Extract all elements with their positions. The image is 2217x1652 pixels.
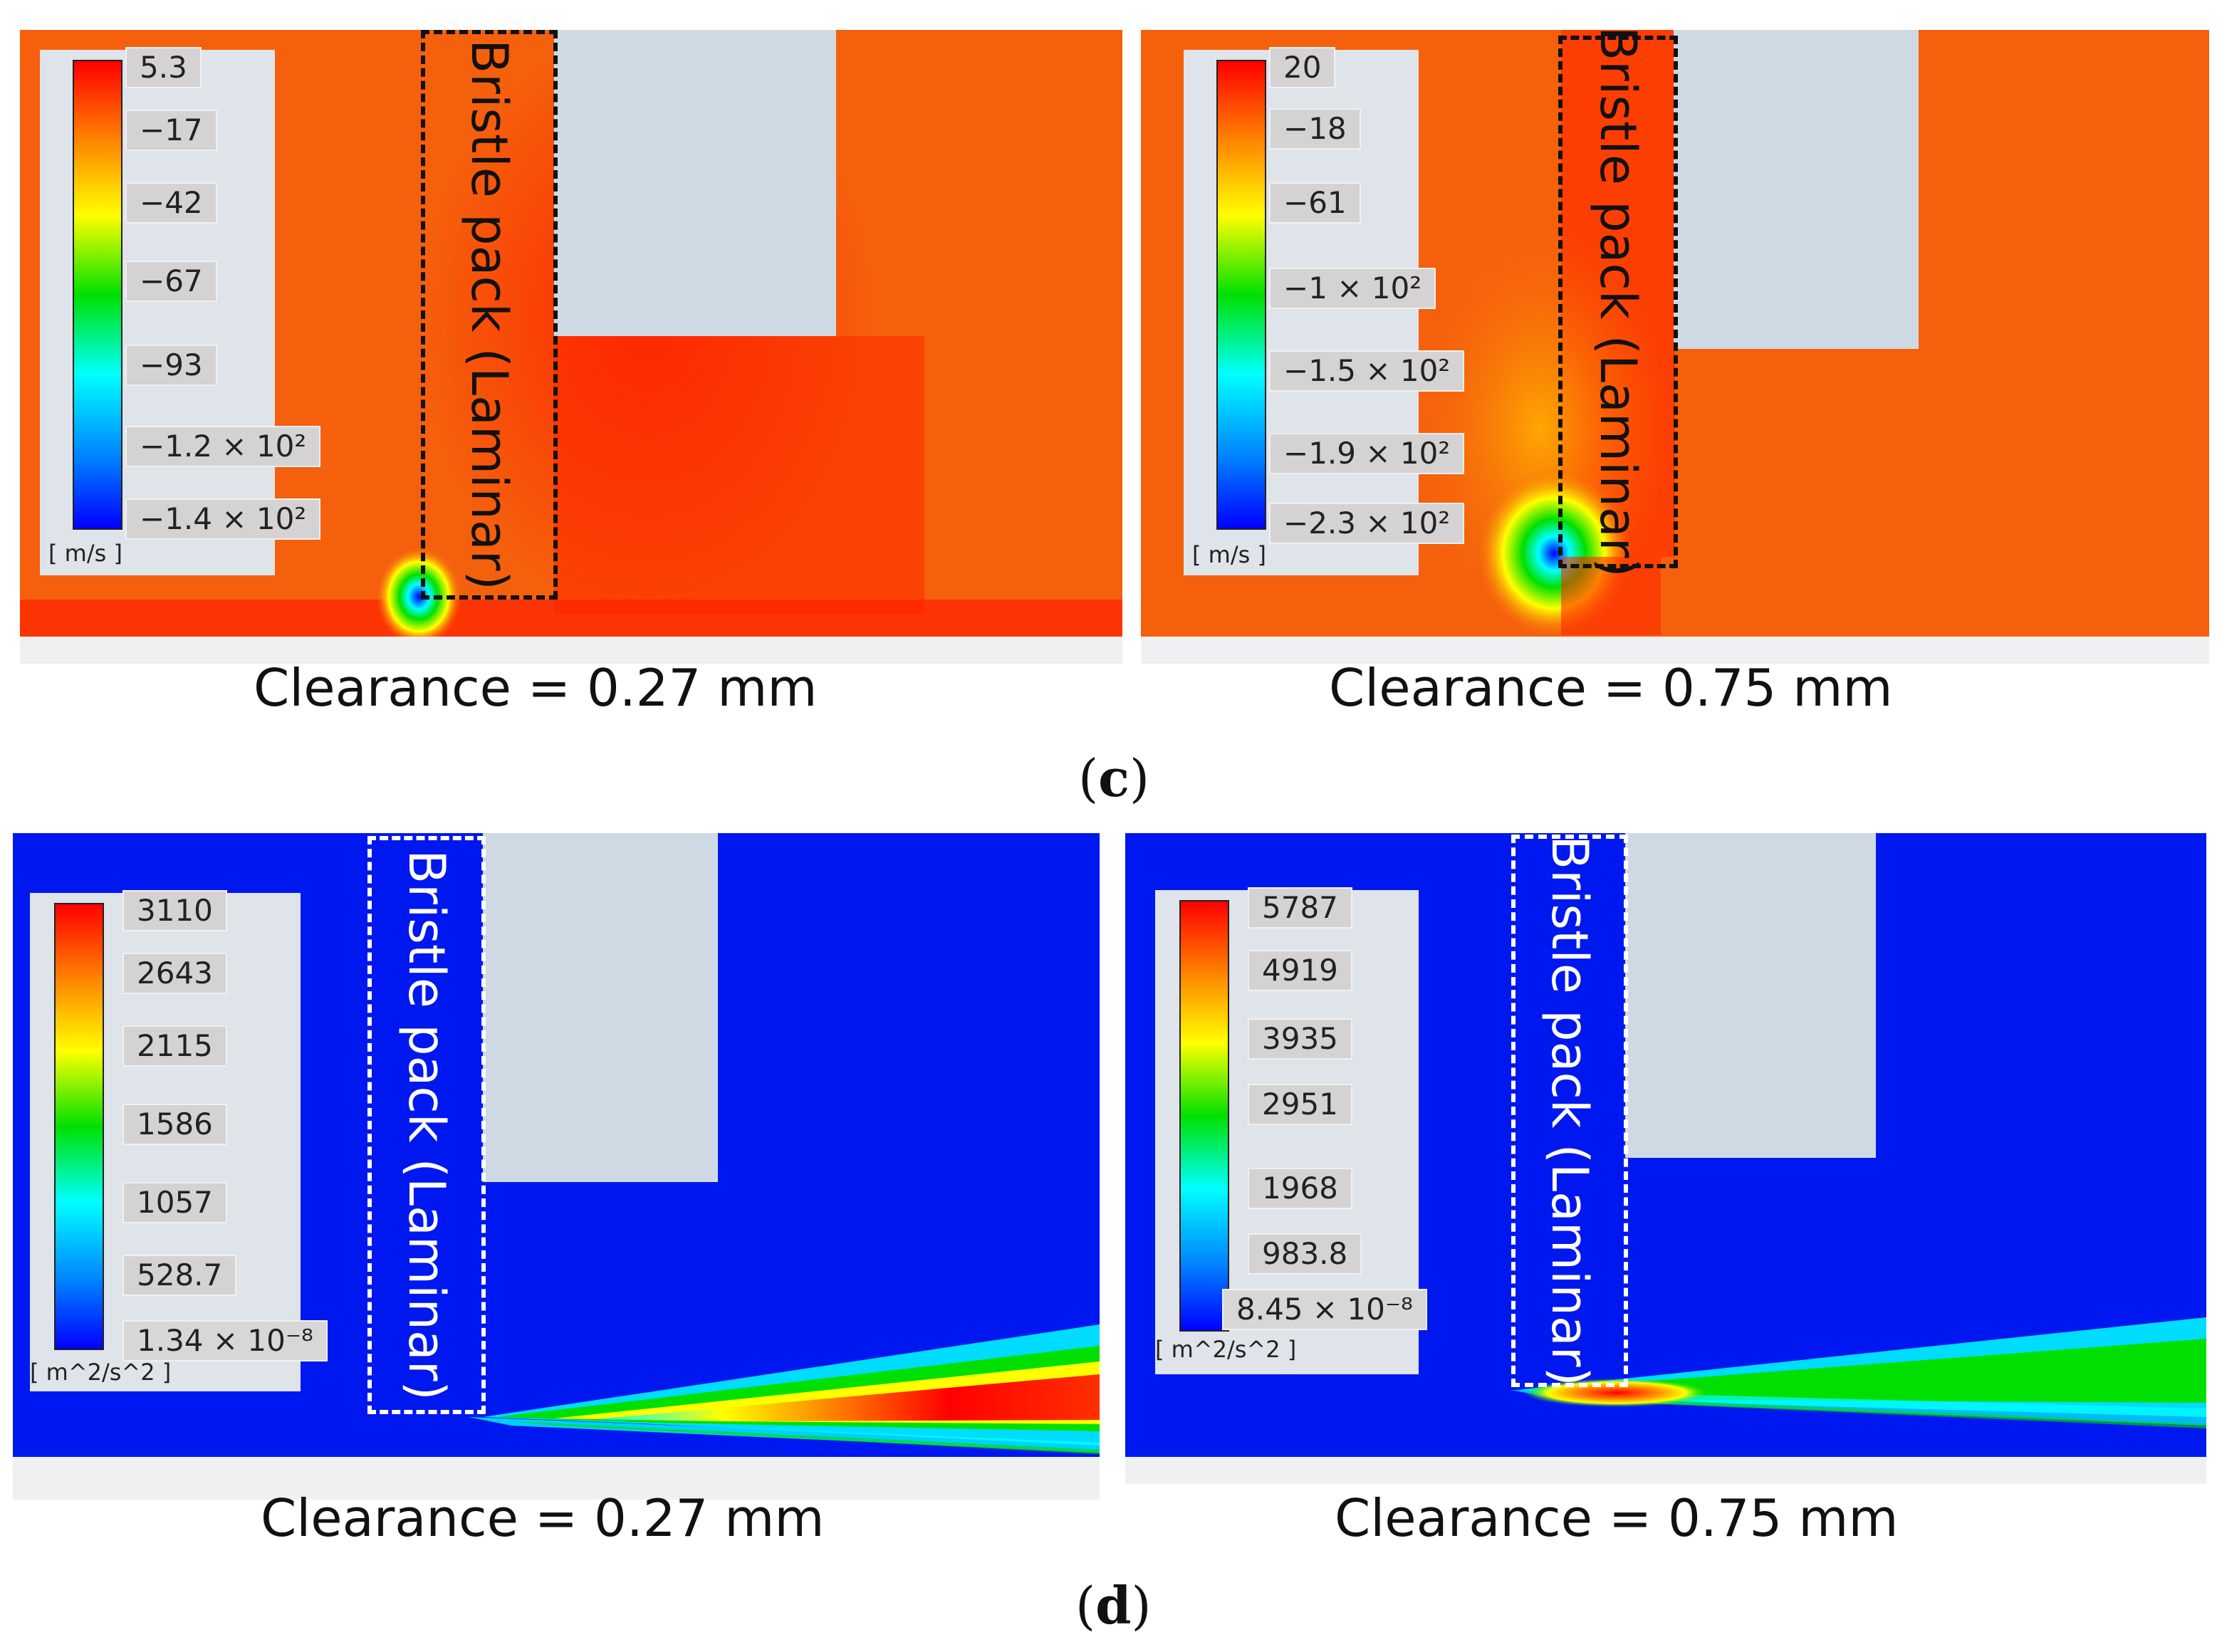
colorbar-tick-label: −1.4 × 10² [125, 498, 321, 540]
stator-geometry [1625, 833, 1876, 1158]
colorbar-tick-label: −1.5 × 10² [1269, 350, 1465, 392]
colorbar [73, 60, 122, 530]
stator-geometry [1674, 30, 1919, 349]
colorbar-tick-label: 528.7 [122, 1255, 237, 1296]
colorbar [54, 903, 104, 1350]
colorbar-tick-label: 2951 [1248, 1084, 1352, 1125]
bottom-strip [1125, 1457, 2206, 1484]
bristle-pack-label: Bristle pack (Laminar) [1589, 30, 1647, 577]
colorbar-legend: 20 −18 −61 −1 × 10² −1.5 × 10² −1.9 × 10… [1184, 47, 1465, 575]
colorbar-tick-label: 5.3 [125, 47, 202, 88]
colorbar-tick-label: −18 [1269, 108, 1361, 150]
stator-geometry [554, 30, 836, 336]
caption-clearance: Clearance = 0.27 mm [261, 1488, 825, 1548]
colorbar-tick-label: 1968 [1248, 1168, 1352, 1209]
colorbar-unit: [ m^2/s^2 ] [30, 1359, 172, 1386]
colorbar-tick-label: 1057 [122, 1182, 227, 1223]
bristle-pack-label: Bristle pack (Laminar) [397, 849, 456, 1401]
colorbar-tick-label: −93 [125, 345, 217, 386]
colorbar-tick-label: 1586 [122, 1104, 227, 1145]
colorbar-unit: [ m/s ] [48, 540, 122, 567]
colorbar [1179, 900, 1229, 1332]
colorbar-tick-label: 5787 [1248, 887, 1352, 929]
colorbar-tick-label: −17 [125, 110, 217, 151]
panel-label-d: (d) [1075, 1575, 1152, 1636]
panel-c-right: Bristle pack (Laminar) 20 −18 −61 −1 × 1… [1141, 30, 2209, 664]
caption-clearance: Clearance = 0.75 mm [1329, 658, 1893, 718]
colorbar-tick-label: 2115 [122, 1025, 227, 1067]
bristle-pack-box: Bristle pack (Laminar) [1511, 835, 1628, 1387]
bottom-strip [13, 1457, 1100, 1500]
panel-d-right: Bristle pack (Laminar) 5787 4919 3935 29… [1125, 833, 2206, 1484]
bristle-pack-box: Bristle pack (Laminar) [421, 30, 558, 600]
colorbar-legend: 5.3 −17 −42 −67 −93 −1.2 × 10² −1.4 × 10… [40, 47, 321, 575]
colorbar-unit: [ m^2/s^2 ] [1155, 1336, 1297, 1363]
bristle-pack-box: Bristle pack (Laminar) [1558, 30, 1678, 577]
stator-geometry [483, 833, 718, 1182]
colorbar-legend: 5787 4919 3935 2951 1968 983.8 8.45 × 10… [1155, 887, 1427, 1374]
colorbar-tick-label: −2.3 × 10² [1269, 503, 1465, 544]
colorbar [1216, 60, 1266, 530]
colorbar-tick-label: 3935 [1248, 1018, 1352, 1060]
colorbar-legend: 3110 2643 2115 1586 1057 528.7 1.34 × 10… [30, 890, 328, 1391]
colorbar-tick-label: −61 [1269, 182, 1361, 224]
colorbar-tick-label: −1.2 × 10² [125, 426, 321, 467]
bottom-strip [20, 637, 1122, 664]
colorbar-tick-label: 2643 [122, 953, 227, 994]
colorbar-tick-label: −67 [125, 261, 217, 302]
bottom-strip [1141, 637, 2209, 664]
colorbar-tick-label: −1 × 10² [1269, 268, 1436, 309]
panel-c-left: Bristle pack (Laminar) 5.3 −17 −42 −67 −… [20, 30, 1122, 664]
caption-clearance: Clearance = 0.75 mm [1335, 1488, 1899, 1548]
colorbar-tick-label: 3110 [122, 890, 227, 931]
bristle-pack-label: Bristle pack (Laminar) [460, 39, 518, 590]
panel-d-left: Bristle pack (Laminar) 3110 2643 2115 15… [13, 833, 1100, 1500]
colorbar-tick-label: 1.34 × 10⁻⁸ [122, 1320, 328, 1361]
colorbar-tick-label: 4919 [1248, 950, 1352, 991]
bristle-pack-box: Bristle pack (Laminar) [367, 836, 486, 1414]
caption-clearance: Clearance = 0.27 mm [254, 658, 818, 718]
colorbar-tick-label: −1.9 × 10² [1269, 433, 1465, 474]
colorbar-unit: [ m/s ] [1192, 541, 1266, 568]
colorbar-tick-label: −42 [125, 182, 217, 224]
panel-label-c: (c) [1078, 748, 1150, 808]
colorbar-tick-label: 20 [1269, 47, 1336, 88]
colorbar-tick-label: 983.8 [1248, 1233, 1362, 1275]
colorbar-tick-label: 8.45 × 10⁻⁸ [1222, 1289, 1427, 1330]
bristle-pack-label: Bristle pack (Laminar) [1540, 835, 1599, 1386]
